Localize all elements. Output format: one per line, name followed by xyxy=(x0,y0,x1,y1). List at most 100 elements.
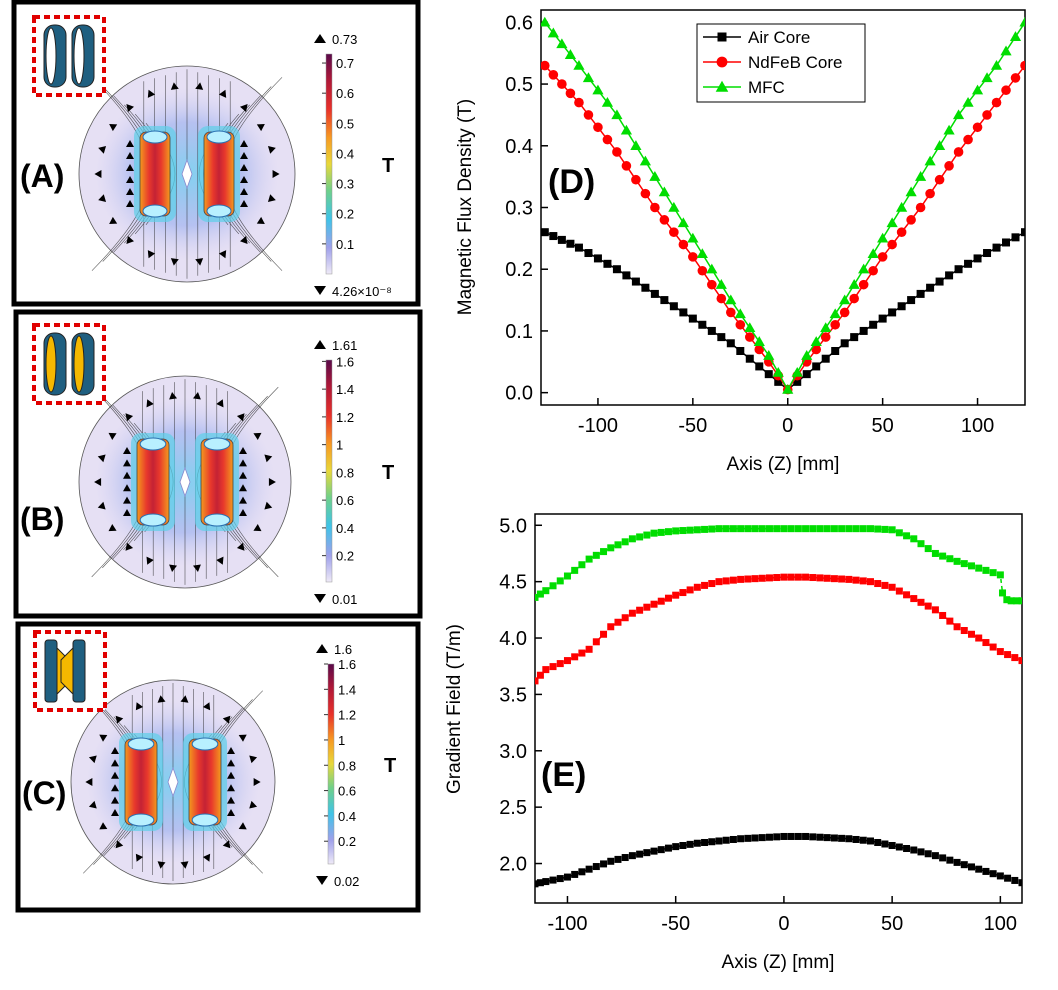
colorbar: 0.7 0.6 0.5 0.4 0.3 0.2 0.1 0.73 4.26×10⁻⁸ T xyxy=(314,32,394,299)
data-point xyxy=(794,573,802,581)
data-point xyxy=(953,858,961,866)
colorbar-tick-label: 1.6 xyxy=(338,657,356,672)
data-point xyxy=(1019,16,1025,27)
data-point xyxy=(535,880,539,888)
data-point xyxy=(1011,233,1020,242)
data-point xyxy=(924,850,932,858)
data-point xyxy=(905,186,917,197)
field-arrow xyxy=(227,759,235,767)
data-point xyxy=(954,265,963,274)
data-point xyxy=(907,296,916,305)
coil-edge-hotspot xyxy=(127,813,155,827)
field-arrow xyxy=(195,82,204,90)
data-point xyxy=(850,333,859,342)
field-arrow xyxy=(115,715,124,724)
data-point xyxy=(868,265,878,276)
data-point xyxy=(631,174,641,185)
field-arrow xyxy=(240,140,248,147)
field-arrow xyxy=(109,123,118,132)
coil-bore xyxy=(73,335,85,393)
field-arrow xyxy=(126,188,134,195)
data-point xyxy=(953,623,961,631)
data-point xyxy=(765,574,773,582)
field-arrow xyxy=(146,556,154,565)
data-point xyxy=(541,228,549,237)
x-tick-label: 50 xyxy=(872,415,894,437)
data-point xyxy=(845,835,853,843)
coil-cross-section xyxy=(136,438,170,526)
data-point xyxy=(845,575,853,583)
field-arrow xyxy=(146,399,154,408)
field-arrow xyxy=(123,459,131,467)
data-point xyxy=(888,308,897,317)
data-point xyxy=(744,322,756,333)
colorbar-gradient xyxy=(325,53,333,275)
data-point xyxy=(737,575,745,583)
data-point xyxy=(735,319,746,330)
data-point xyxy=(585,555,593,563)
data-point xyxy=(706,263,718,274)
data-point xyxy=(678,239,689,250)
field-arrow xyxy=(227,784,235,792)
data-point xyxy=(620,124,633,135)
field-arrow xyxy=(222,840,231,849)
series-line xyxy=(535,576,1022,682)
data-point xyxy=(549,663,557,671)
field-arrow xyxy=(108,524,117,532)
colorbar-tick-label: 0.8 xyxy=(338,758,356,773)
data-point xyxy=(983,249,992,258)
series-line xyxy=(535,527,1022,602)
coil-cross-section xyxy=(188,738,222,826)
data-point xyxy=(866,525,874,533)
colorbar-tick-label: 0.6 xyxy=(336,493,354,508)
field-arrow xyxy=(135,702,144,711)
colorbar-tick-label: 0.3 xyxy=(336,177,354,192)
data-point xyxy=(772,366,784,377)
data-point xyxy=(650,847,658,855)
data-point xyxy=(737,835,745,843)
data-point xyxy=(859,577,867,585)
legend: Air Core NdFeB Core MFC xyxy=(696,23,866,103)
min-value: 4.26×10⁻⁸ xyxy=(332,284,392,299)
data-point xyxy=(999,589,1007,597)
field-arrow xyxy=(218,250,227,259)
data-point xyxy=(975,564,983,572)
field-arrow xyxy=(240,164,248,171)
field-arrow xyxy=(111,747,119,754)
data-point xyxy=(585,865,593,873)
data-point xyxy=(859,525,867,533)
data-point xyxy=(810,336,822,346)
data-point xyxy=(975,634,983,642)
data-point xyxy=(715,578,723,586)
data-point xyxy=(903,591,911,599)
colorbar-tick-label: 0.5 xyxy=(336,116,354,131)
data-point xyxy=(607,857,615,865)
data-point xyxy=(946,555,954,563)
data-point xyxy=(774,377,783,386)
x-tick-label: -100 xyxy=(547,913,587,935)
data-point xyxy=(565,88,576,99)
data-point xyxy=(802,832,810,840)
data-point xyxy=(717,333,726,342)
field-arrow xyxy=(115,840,124,849)
data-point xyxy=(996,872,1004,880)
data-point xyxy=(592,84,604,95)
data-point xyxy=(717,32,727,42)
data-point xyxy=(614,541,622,549)
field-arrow xyxy=(202,702,211,711)
field-arrow xyxy=(253,778,261,786)
data-point xyxy=(657,528,665,536)
data-point xyxy=(715,80,729,92)
data-point xyxy=(669,302,678,311)
simulation-panel-b: 1.6 1.4 1.2 1 0.8 0.6 0.4 0.2 1.61 0.01 T (B) xyxy=(13,309,423,619)
data-point xyxy=(1004,651,1012,659)
field-arrow xyxy=(157,861,166,869)
field-arrow xyxy=(97,454,106,463)
field-arrow xyxy=(238,822,247,830)
field-arrow xyxy=(253,524,262,532)
field-arrow xyxy=(253,432,262,440)
data-point xyxy=(578,649,586,657)
data-point xyxy=(725,294,737,305)
data-point xyxy=(664,594,672,602)
field-arrow xyxy=(236,413,245,422)
